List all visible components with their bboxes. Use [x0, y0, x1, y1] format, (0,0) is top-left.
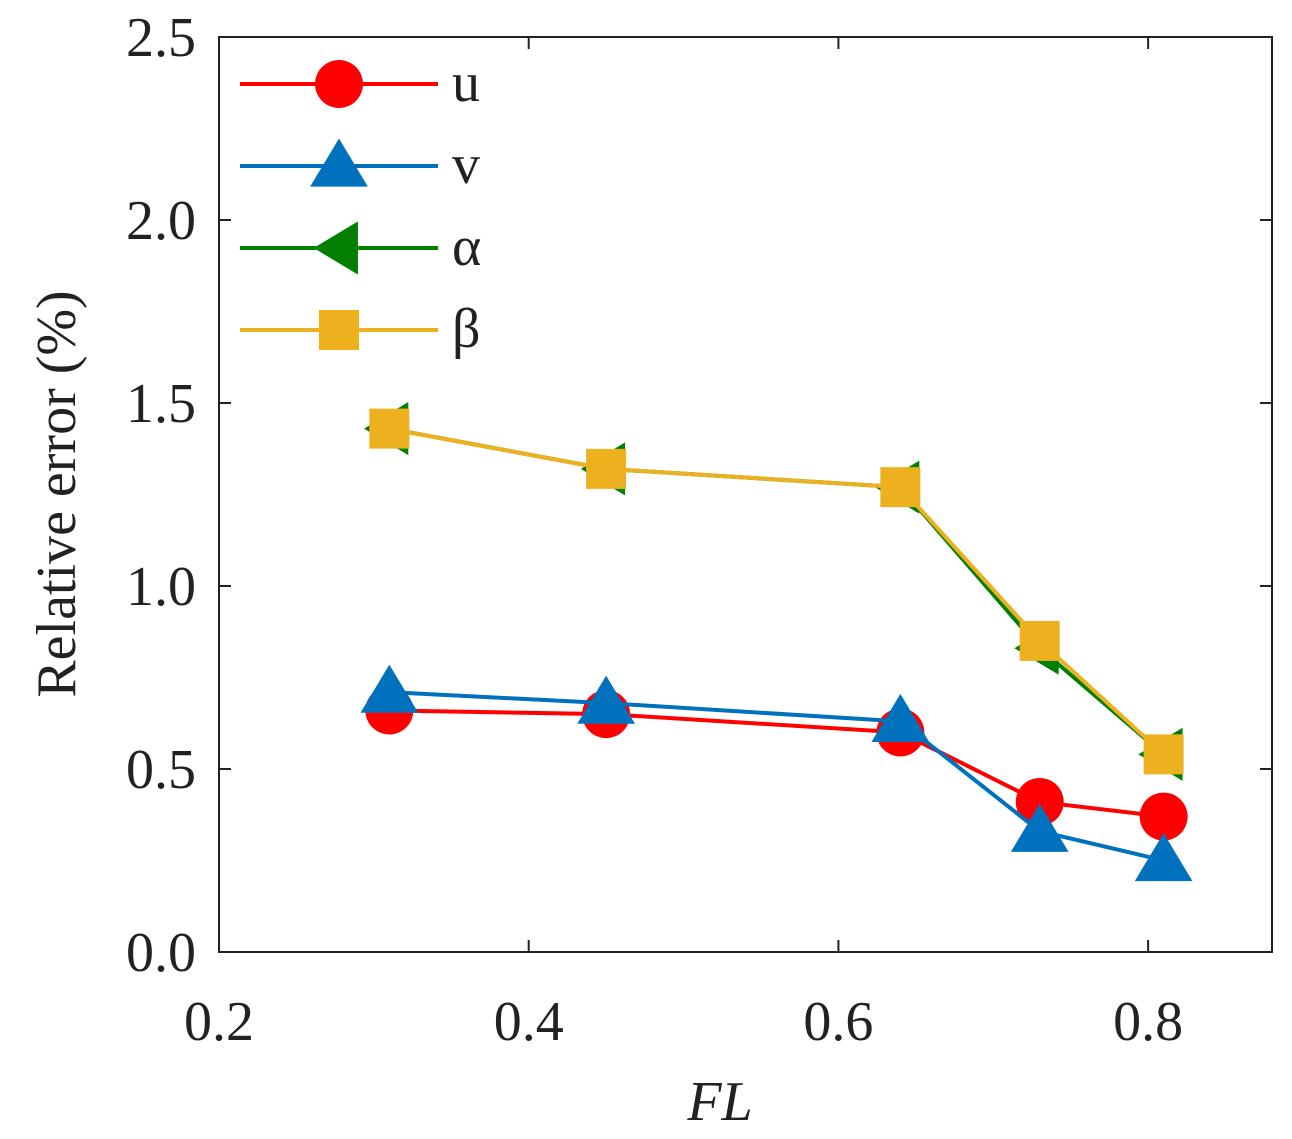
y-tick-label: 1.5 [126, 373, 196, 435]
legend-marker [313, 221, 358, 275]
data-point [1134, 833, 1193, 882]
legend-label: β [452, 298, 481, 360]
data-point [1143, 734, 1184, 775]
legend-entry: β [240, 298, 481, 360]
y-tick-label: 2.5 [126, 7, 196, 69]
legend-marker [319, 310, 359, 350]
data-point [880, 467, 921, 508]
plot-area-frame [218, 36, 1273, 953]
series-v [360, 664, 1193, 882]
ticks-layer: 0.2 0.4 0.6 0.8 0.0 0.5 1.0 1.5 2.0 2.5 [126, 7, 1272, 1053]
legend-label: u [452, 52, 480, 114]
data-point [1010, 803, 1069, 852]
legend-entry: α [240, 216, 481, 278]
x-tick-label: 0.4 [494, 991, 564, 1053]
legend-entry: u [240, 52, 480, 114]
legend-marker [315, 60, 363, 108]
legend-entry: v [240, 134, 480, 196]
series-β [369, 408, 1184, 775]
y-tick-label: 1.0 [126, 556, 196, 618]
data-point [1019, 620, 1060, 661]
legend-marker [310, 138, 368, 187]
series-layer [360, 402, 1193, 882]
legend-label: v [452, 134, 480, 196]
y-tick-label: 0.0 [126, 922, 196, 984]
legend-label: α [452, 216, 481, 278]
data-point [369, 408, 410, 449]
x-tick-label: 0.8 [1113, 991, 1183, 1053]
x-axis-label: FL [686, 1071, 752, 1133]
x-tick-label: 0.6 [803, 991, 873, 1053]
data-point [1139, 792, 1188, 841]
data-point [871, 693, 930, 743]
x-tick-label: 0.2 [184, 991, 254, 1053]
data-point [360, 664, 419, 713]
y-tick-label: 2.0 [126, 190, 196, 252]
y-axis-label: Relative error (%) [26, 290, 88, 697]
data-point [1015, 777, 1064, 826]
data-point [577, 675, 636, 724]
data-point [586, 448, 627, 489]
y-tick-label: 0.5 [126, 739, 196, 801]
